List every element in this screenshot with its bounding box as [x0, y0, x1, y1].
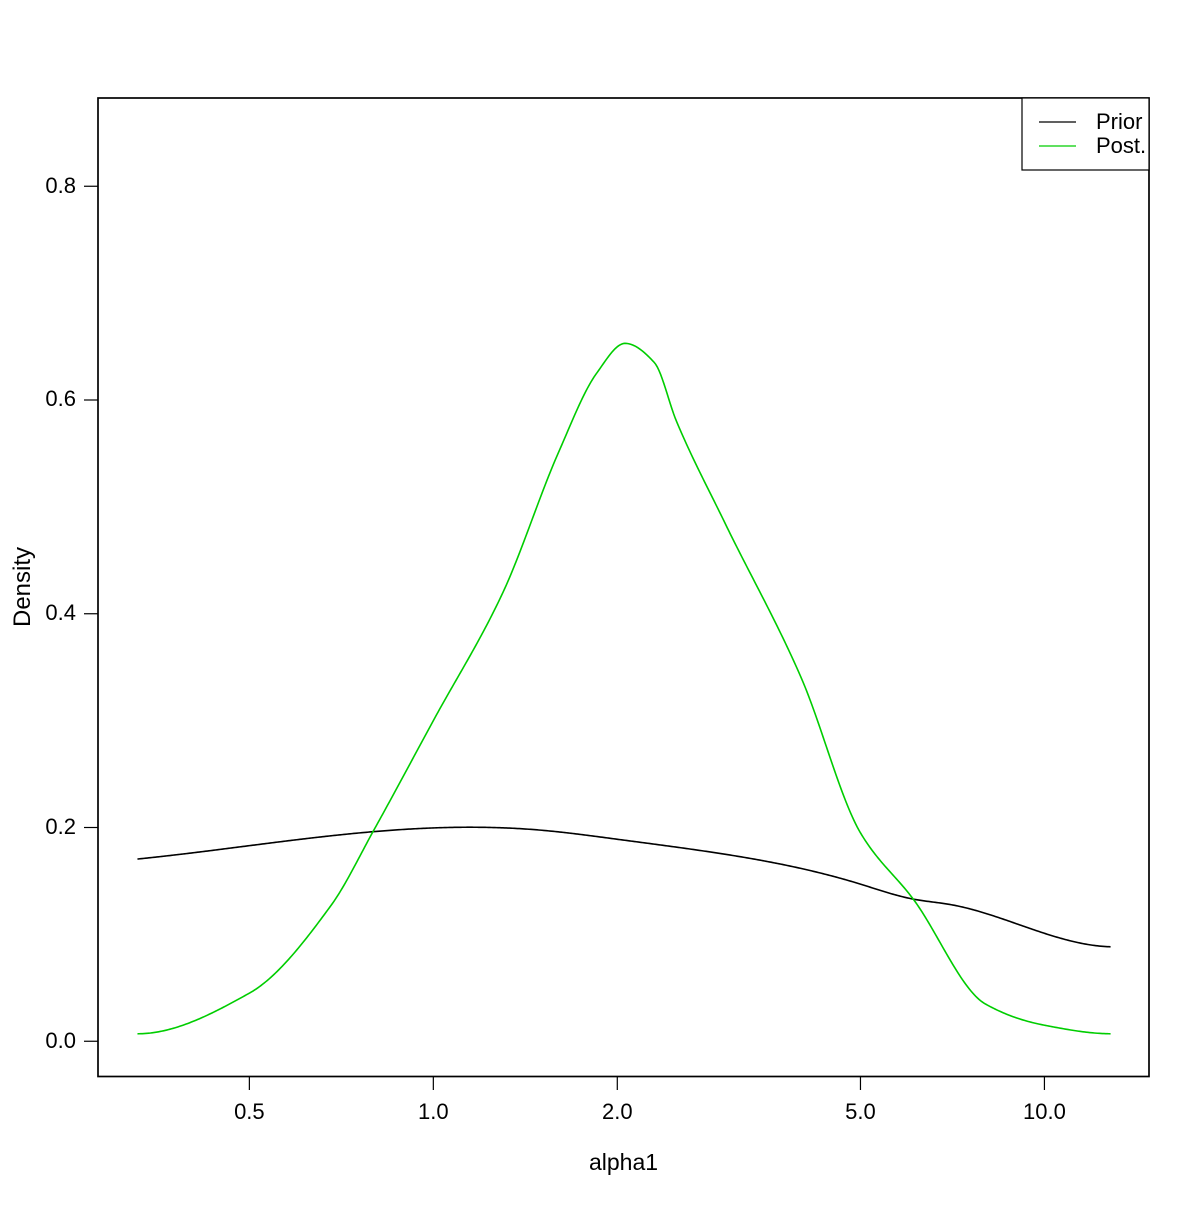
- svg-text:0.0: 0.0: [45, 1028, 76, 1053]
- svg-text:5.0: 5.0: [845, 1099, 876, 1124]
- svg-text:Post.: Post.: [1096, 133, 1146, 158]
- svg-text:Density: Density: [9, 547, 36, 627]
- svg-text:alpha1: alpha1: [589, 1149, 658, 1175]
- svg-text:0.8: 0.8: [45, 173, 76, 198]
- svg-text:1.0: 1.0: [418, 1099, 449, 1124]
- svg-text:0.6: 0.6: [45, 386, 76, 411]
- svg-text:0.5: 0.5: [234, 1099, 265, 1124]
- svg-text:2.0: 2.0: [602, 1099, 633, 1124]
- svg-text:Prior: Prior: [1096, 109, 1142, 134]
- svg-text:10.0: 10.0: [1023, 1099, 1066, 1124]
- svg-text:0.2: 0.2: [45, 814, 76, 839]
- svg-text:0.4: 0.4: [45, 600, 76, 625]
